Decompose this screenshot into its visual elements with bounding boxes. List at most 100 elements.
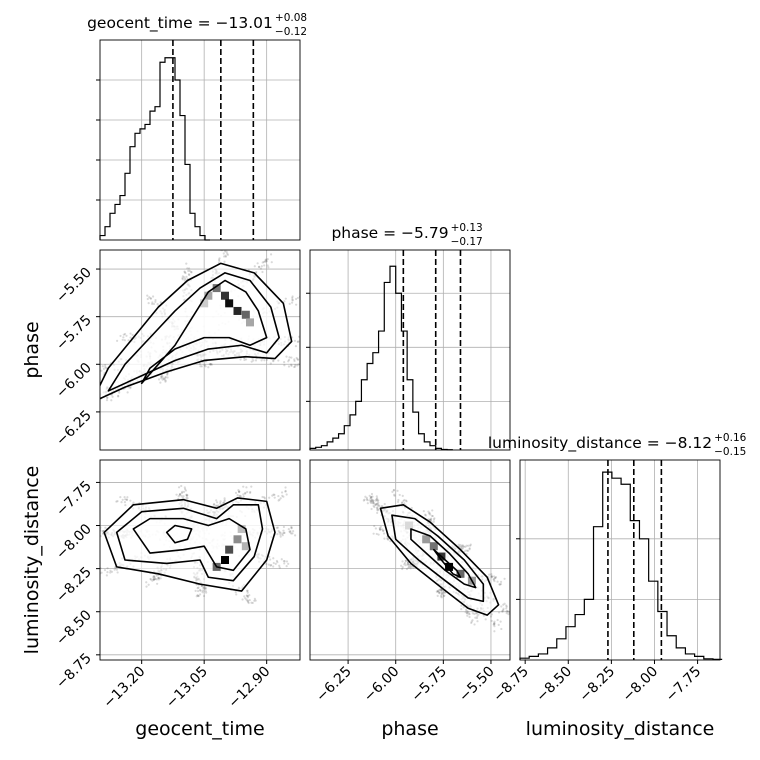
- scatter-point: [164, 380, 167, 383]
- scatter-point: [503, 602, 506, 605]
- scatter-point: [246, 591, 249, 594]
- scatter-point: [291, 299, 294, 302]
- scatter-point: [430, 514, 434, 518]
- scatter-point: [436, 590, 440, 593]
- scatter-point: [263, 496, 266, 499]
- scatter-point: [291, 295, 294, 298]
- scatter-point: [166, 373, 169, 376]
- scatter-point: [301, 293, 303, 295]
- scatter-point: [252, 359, 255, 362]
- scatter-point: [279, 533, 282, 536]
- scatter-point: [105, 399, 109, 402]
- scatter-point: [90, 403, 92, 405]
- scatter-point: [467, 544, 470, 547]
- scatter-point: [185, 494, 189, 498]
- joint-panel-luminosity_distance_vs_geocent_time: [96, 484, 297, 605]
- scatter-point: [380, 528, 384, 531]
- scatter-point: [305, 337, 307, 339]
- scatter-point: [223, 255, 226, 258]
- scatter-point: [476, 615, 479, 618]
- scatter-point: [307, 339, 309, 341]
- scatter-point: [375, 498, 378, 501]
- scatter-point: [117, 394, 120, 397]
- scatter-point: [242, 495, 245, 498]
- scatter-point: [197, 589, 200, 593]
- scatter-point: [457, 543, 460, 546]
- panel-frame: [99, 249, 301, 451]
- contour-line: [165, 524, 193, 544]
- scatter-point: [246, 599, 249, 602]
- scatter-point: [102, 367, 106, 371]
- y-tick-label: −5.50: [53, 265, 95, 307]
- scatter-point: [152, 578, 155, 581]
- scatter-point: [244, 358, 248, 361]
- scatter-point: [502, 603, 505, 606]
- scatter-point: [391, 490, 394, 493]
- scatter-point: [278, 498, 281, 501]
- scatter-point: [429, 518, 432, 522]
- scatter-point: [403, 498, 406, 502]
- scatter-point: [97, 374, 99, 376]
- scatter-point: [279, 531, 282, 534]
- scatter-point: [182, 490, 186, 493]
- scatter-point: [503, 577, 506, 580]
- scatter-point: [251, 601, 254, 605]
- scatter-point: [474, 612, 478, 615]
- histogram-luminosity_distance: [519, 471, 723, 660]
- scatter-point: [116, 571, 119, 574]
- scatter-point: [374, 499, 377, 502]
- scatter-point: [501, 609, 504, 613]
- scatter-point: [277, 529, 280, 533]
- scatter-point: [277, 359, 280, 362]
- scatter-point: [439, 595, 443, 598]
- scatter-point: [195, 595, 198, 598]
- scatter-point: [298, 335, 300, 338]
- hist-title-luminosity_distance: luminosity_distance = −8.12: [488, 434, 712, 453]
- scatter-point: [161, 375, 164, 378]
- scatter-point: [263, 497, 267, 500]
- scatter-point: [244, 491, 247, 495]
- scatter-point: [506, 609, 509, 613]
- x-tick-label: −7.75: [663, 664, 705, 706]
- hist-title-plus: +0.08: [275, 12, 307, 24]
- scatter-point: [224, 255, 227, 258]
- scatter-point: [405, 500, 408, 503]
- scatter-point: [293, 365, 297, 368]
- scatter-point: [96, 532, 98, 534]
- scatter-point: [223, 499, 226, 502]
- scatter-point: [438, 588, 441, 592]
- scatter-point: [402, 499, 405, 503]
- scatter-point: [185, 493, 188, 497]
- scatter-point: [366, 499, 369, 502]
- scatter-point: [440, 592, 444, 595]
- scatter-point: [181, 496, 184, 499]
- scatter-point: [296, 358, 300, 361]
- scatter-point: [494, 576, 497, 579]
- scatter-point: [257, 265, 261, 269]
- density-cell: [212, 284, 221, 293]
- scatter-point: [437, 591, 441, 594]
- panel-frame: [99, 459, 301, 661]
- scatter-point: [290, 364, 293, 367]
- scatter-point: [122, 336, 125, 339]
- hist-title-minus: −0.12: [275, 26, 307, 38]
- scatter-point: [372, 532, 375, 535]
- scatter-point: [500, 627, 503, 631]
- scatter-point: [101, 530, 104, 533]
- scatter-point: [96, 573, 98, 575]
- scatter-point: [197, 586, 200, 589]
- scatter-point: [159, 301, 162, 304]
- scatter-point: [501, 610, 504, 613]
- scatter-point: [405, 567, 409, 571]
- scatter-point: [401, 566, 404, 569]
- scatter-point: [505, 604, 508, 607]
- scatter-point: [362, 499, 365, 502]
- scatter-point: [393, 493, 396, 496]
- scatter-point: [116, 339, 119, 342]
- hist-title-plus: +0.16: [714, 432, 746, 444]
- scatter-point: [284, 489, 287, 493]
- scatter-point: [110, 399, 113, 402]
- scatter-point: [96, 529, 98, 531]
- x-tick-label: −6.00: [361, 664, 403, 706]
- scatter-point: [376, 509, 379, 512]
